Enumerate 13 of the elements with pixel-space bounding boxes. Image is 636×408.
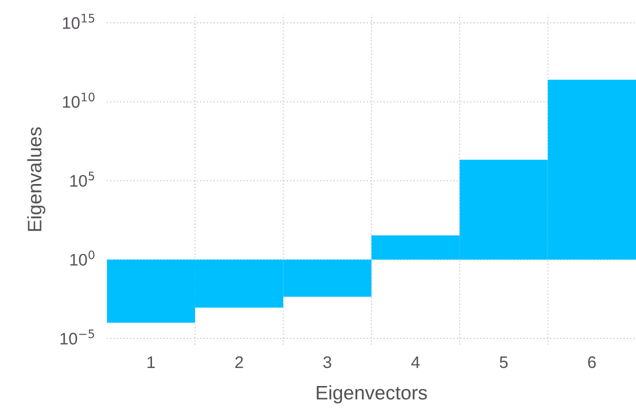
x-tick-label: 2 xyxy=(235,356,243,368)
y-tick-label: 10$^{5}$ xyxy=(70,172,94,187)
x-tick-label: 5 xyxy=(500,356,508,368)
x-tick-label: 6 xyxy=(588,356,596,368)
x-tick-label: 3 xyxy=(323,356,332,368)
y-axis-title: Eigenvalues xyxy=(27,127,46,231)
x-axis-title: Eigenvectors xyxy=(316,385,427,404)
y-tick-label: 10$^{−5}$ xyxy=(60,330,94,345)
y-tick-label: 10$^{10}$ xyxy=(63,92,95,108)
y-tick-label: 10$^{15}$ xyxy=(63,14,94,29)
y-tick-label: 10$^{0}$ xyxy=(70,250,94,266)
x-tick-label: 4 xyxy=(411,356,420,368)
x-tick-label: 1 xyxy=(148,356,155,368)
